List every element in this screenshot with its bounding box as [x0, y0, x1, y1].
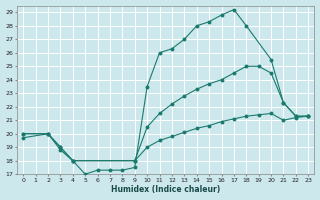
X-axis label: Humidex (Indice chaleur): Humidex (Indice chaleur): [111, 185, 220, 194]
